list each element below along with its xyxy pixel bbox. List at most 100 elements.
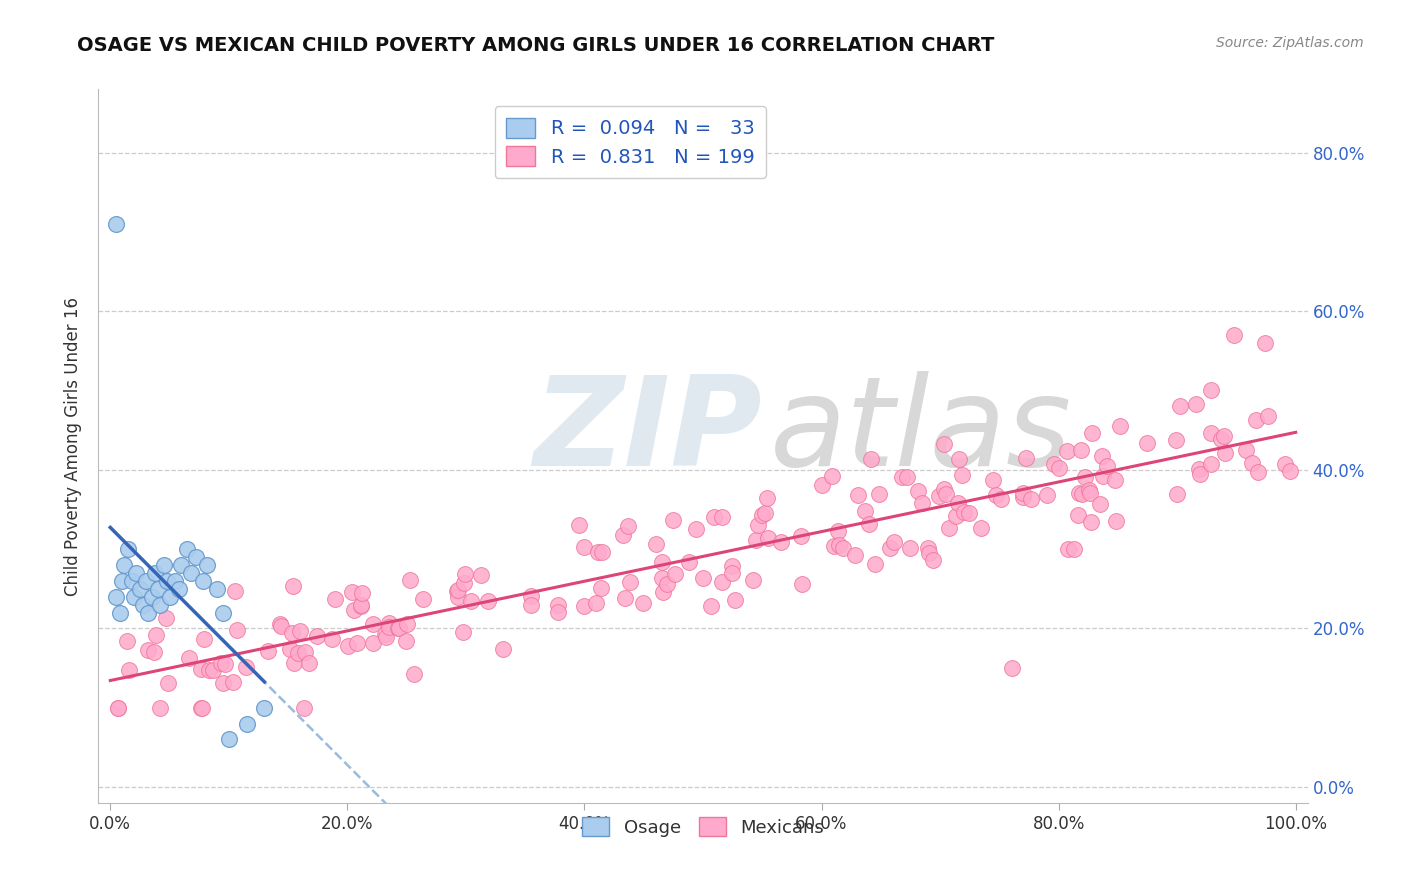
Point (363, 636, 385, 650)
Point (1166, 487, 1188, 501)
Point (827, 524, 849, 538)
Point (652, 584, 675, 599)
Point (844, 548, 866, 562)
Point (858, 517, 880, 532)
Point (821, 469, 844, 483)
Point (398, 573, 420, 587)
Point (288, 624, 311, 639)
Point (447, 590, 470, 604)
Point (446, 584, 468, 599)
Point (222, 675, 245, 690)
Point (828, 538, 851, 552)
Point (1254, 335, 1277, 350)
Point (932, 437, 955, 451)
Point (928, 489, 950, 503)
Point (981, 473, 1004, 487)
Point (879, 541, 901, 555)
Text: ZIP: ZIP (534, 371, 762, 492)
Point (921, 553, 943, 567)
Point (1244, 413, 1267, 427)
Point (1279, 464, 1302, 478)
Point (387, 621, 409, 635)
Point (1074, 470, 1097, 484)
Point (152, 558, 174, 572)
Point (257, 644, 280, 658)
Point (891, 470, 914, 484)
Point (294, 645, 316, 659)
Point (651, 571, 673, 585)
Point (990, 491, 1012, 506)
Point (863, 558, 886, 572)
Point (1063, 542, 1085, 557)
Point (711, 575, 734, 590)
Point (396, 617, 419, 632)
Point (343, 603, 366, 617)
Point (292, 700, 315, 714)
Point (723, 592, 745, 607)
Point (756, 531, 779, 545)
Point (346, 636, 368, 650)
Point (287, 646, 309, 660)
Point (1247, 465, 1270, 479)
Point (350, 599, 373, 613)
Point (492, 641, 515, 656)
Point (938, 521, 960, 535)
Point (747, 518, 769, 533)
Point (1092, 468, 1115, 483)
Point (1184, 397, 1206, 411)
Point (588, 545, 610, 559)
Point (811, 478, 834, 492)
Point (1097, 459, 1119, 474)
Point (141, 590, 163, 604)
Point (146, 582, 169, 596)
Point (105, 217, 128, 231)
Point (664, 566, 686, 581)
Point (374, 627, 396, 641)
Point (631, 596, 654, 610)
Point (868, 487, 890, 501)
Point (1080, 515, 1102, 529)
Point (321, 632, 343, 646)
Point (1088, 497, 1111, 511)
Point (412, 592, 434, 607)
Point (1070, 443, 1092, 458)
Point (651, 555, 673, 569)
Point (350, 598, 373, 612)
Point (132, 598, 155, 612)
Point (1047, 460, 1070, 475)
Point (685, 522, 707, 536)
Point (823, 539, 845, 553)
Point (572, 599, 595, 613)
Point (117, 542, 139, 557)
Point (388, 621, 411, 635)
Point (218, 732, 240, 747)
Point (896, 470, 918, 484)
Point (754, 506, 776, 520)
Point (846, 488, 869, 502)
Point (190, 700, 212, 714)
Point (111, 574, 134, 588)
Point (190, 662, 212, 676)
Point (953, 504, 976, 518)
Point (898, 541, 921, 555)
Point (121, 574, 143, 588)
Point (325, 592, 347, 607)
Point (253, 700, 276, 714)
Text: OSAGE VS MEXICAN CHILD POVERTY AMONG GIRLS UNDER 16 CORRELATION CHART: OSAGE VS MEXICAN CHILD POVERTY AMONG GIR… (77, 36, 994, 54)
Point (721, 558, 744, 573)
Point (1036, 488, 1059, 502)
Point (270, 618, 292, 632)
Point (118, 663, 141, 677)
Point (721, 566, 744, 580)
Point (585, 596, 607, 610)
Point (477, 594, 499, 608)
Point (142, 645, 165, 659)
Point (114, 558, 136, 572)
Point (129, 582, 152, 596)
Point (572, 540, 595, 554)
Point (453, 566, 475, 581)
Point (165, 574, 187, 588)
Point (378, 620, 401, 634)
Point (918, 546, 941, 560)
Point (298, 656, 321, 670)
